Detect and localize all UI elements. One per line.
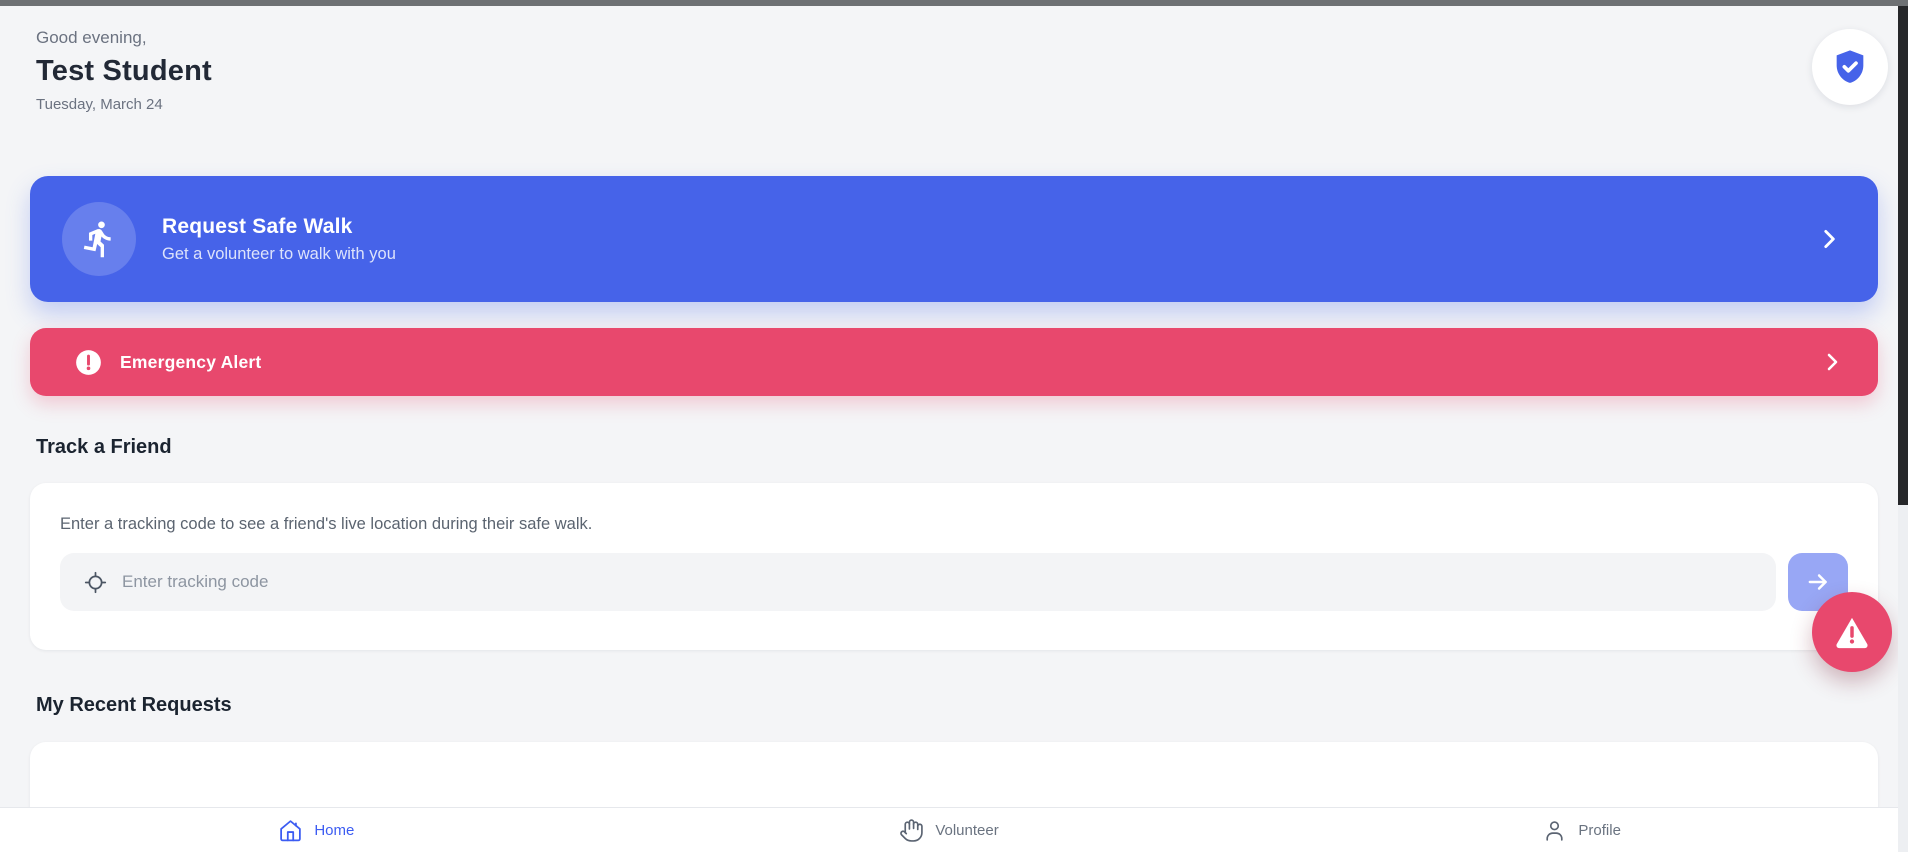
emergency-alert-button[interactable]: Emergency Alert	[30, 328, 1878, 396]
nav-label-volunteer: Volunteer	[935, 821, 999, 839]
safe-walk-title: Request Safe Walk	[162, 214, 353, 238]
home-icon	[278, 818, 303, 843]
walking-person-icon	[79, 219, 119, 259]
chevron-right-icon	[1816, 226, 1842, 252]
nav-item-volunteer[interactable]: Volunteer	[633, 808, 1266, 852]
warning-triangle-icon	[1833, 613, 1871, 651]
header: Good evening, Test Student Tuesday, Marc…	[36, 28, 212, 113]
greeting-text: Good evening,	[36, 28, 147, 47]
safe-walk-texts: Request Safe Walk Get a volunteer to wal…	[162, 215, 396, 264]
locate-icon	[84, 571, 107, 594]
recent-requests-heading: My Recent Requests	[36, 694, 232, 716]
safe-walk-subtitle: Get a volunteer to walk with you	[162, 244, 396, 263]
emergency-fab-button[interactable]	[1812, 592, 1892, 672]
scrollbar-thumb[interactable]	[1898, 6, 1908, 505]
shield-check-icon	[1830, 47, 1870, 87]
scrollbar-track[interactable]	[1898, 6, 1908, 852]
alert-circle-icon	[75, 349, 102, 376]
track-friend-heading: Track a Friend	[36, 436, 172, 458]
date-text: Tuesday, March 24	[36, 96, 163, 113]
nav-item-home[interactable]: Home	[0, 808, 633, 852]
track-friend-card: Enter a tracking code to see a friend's …	[30, 483, 1878, 650]
user-icon	[1542, 818, 1567, 843]
track-friend-description: Enter a tracking code to see a friend's …	[60, 515, 593, 533]
chevron-right-icon	[1820, 350, 1844, 374]
tracking-input-row	[60, 553, 1848, 611]
nav-label-profile: Profile	[1578, 821, 1621, 839]
user-name: Test Student	[36, 55, 212, 87]
tracking-code-input[interactable]	[122, 572, 1756, 592]
arrow-right-icon	[1805, 569, 1831, 595]
safety-status-badge[interactable]	[1812, 29, 1888, 105]
emergency-alert-label: Emergency Alert	[120, 351, 262, 372]
walk-icon-circle	[62, 202, 136, 276]
hand-icon	[899, 818, 924, 843]
bottom-nav: Home Volunteer Profile	[0, 807, 1898, 852]
nav-label-home: Home	[314, 821, 355, 839]
request-safe-walk-button[interactable]: Request Safe Walk Get a volunteer to wal…	[30, 176, 1878, 302]
nav-item-profile[interactable]: Profile	[1265, 808, 1898, 852]
browser-top-edge	[0, 0, 1908, 6]
app-viewport: Good evening, Test Student Tuesday, Marc…	[0, 6, 1898, 852]
tracking-input-container[interactable]	[60, 553, 1776, 611]
